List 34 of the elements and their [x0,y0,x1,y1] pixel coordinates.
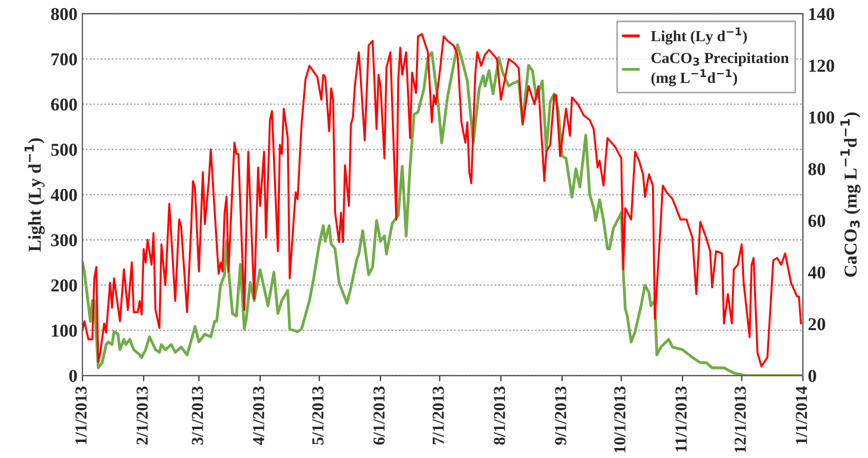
y-tick-label: 800 [51,8,77,20]
y2-tick-label: 40 [808,266,826,279]
x-tick-label: 1/1/2013 [75,386,87,444]
y-tick-label: 500 [51,144,77,156]
legend-label: Light (Ly d$^{−1}$) [650,27,747,45]
y2-axis-title: CaCO$_{3}$ (mg L$^{−1}$d$^{−1}$) [840,112,861,277]
y2-tick-label: 60 [808,214,826,227]
y2-tick-label: 140 [809,8,834,20]
x-tick-label: 7/1/2013 [432,386,444,444]
y-tick-label: 700 [52,53,77,66]
x-tick-label: 11/1/2013 [675,386,687,452]
legend-label: CaCO$_{3}$ Precipitation (mg L$^{−1}$d$^{−1}$) [651,52,789,86]
x-tick-label: 5/1/2013 [312,386,324,445]
y2-tick-label: 100 [809,111,834,124]
y2-tick-label: 0 [808,370,816,382]
x-tick-label: 6/1/2013 [373,386,385,445]
x-tick-label: 2/1/2013 [136,386,148,445]
y2-tick-label: 20 [808,318,826,330]
y-tick-label: 0 [69,370,77,382]
y-tick-label: 100 [52,324,77,337]
y2-tick-label: 120 [809,60,834,72]
y-tick-label: 400 [50,188,77,202]
x-tick-label: 1/1/2014 [796,386,808,444]
x-tick-label: 12/1/2013 [734,386,746,452]
y-tick-label: 600 [51,98,77,111]
y2-tick-label: 80 [808,163,826,176]
x-tick-label: 8/1/2013 [494,386,506,445]
x-tick-label: 10/1/2013 [614,386,626,452]
x-tick-label: 3/1/2013 [192,386,204,445]
x-tick-label: 4/1/2013 [253,386,264,446]
y-tick-label: 200 [51,279,77,292]
y-tick-label: 300 [51,234,77,246]
x-tick-label: 9/1/2013 [555,386,566,445]
y-axis-title: Light (Ly d$^{−1}$) [24,138,45,252]
